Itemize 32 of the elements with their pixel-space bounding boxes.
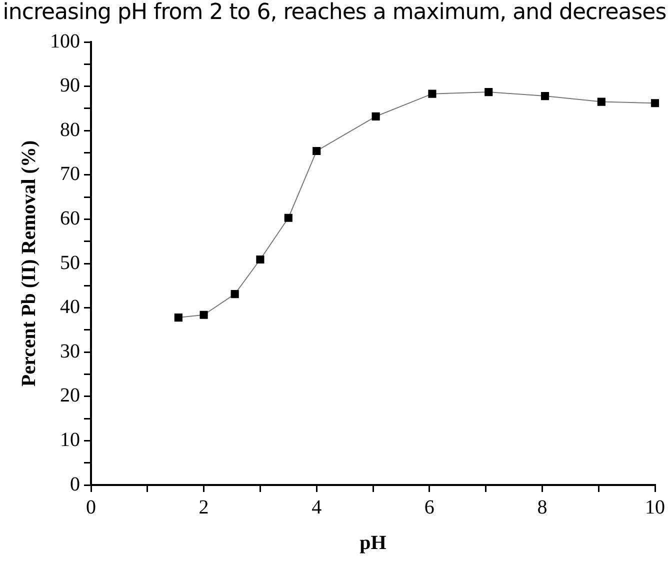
point [312, 146, 321, 156]
y-tick-label: 20 [60, 384, 80, 407]
y-tick-label: 50 [60, 252, 80, 274]
x-tick-label: 0 [86, 496, 96, 518]
x-tick-label: 6 [424, 496, 434, 518]
y-tick-label: 80 [60, 118, 80, 141]
point [484, 88, 493, 96]
x-axis-title: pH [360, 532, 387, 554]
point [428, 90, 436, 98]
x-tick-label: 10 [645, 496, 665, 518]
point [256, 255, 264, 264]
point [200, 310, 208, 319]
y-tick-label: 90 [60, 74, 80, 97]
x-tick-label: 2 [198, 496, 209, 518]
point [372, 112, 380, 120]
point [284, 214, 292, 222]
y-tick-label: 10 [60, 428, 80, 451]
point [540, 92, 550, 100]
y-tick-label: 0 [70, 473, 80, 496]
y-tick-label: 100 [50, 30, 80, 52]
point [597, 98, 606, 106]
y-tick-label: 40 [60, 296, 80, 318]
x-tick-label: 8 [537, 496, 548, 518]
y-tick-label: 60 [60, 207, 80, 230]
y-tick-label: 30 [60, 340, 80, 362]
x-tick-label: 4 [312, 496, 322, 518]
y-axis-title: Percent Pb (II) Removal (%) [18, 140, 40, 387]
point [650, 99, 660, 108]
point [230, 290, 239, 298]
point [174, 314, 182, 322]
y-tick-label: 70 [60, 163, 80, 186]
chart-title: increasing pH from 2 to 6, reaches a maximum, and decreases [2, 0, 668, 26]
